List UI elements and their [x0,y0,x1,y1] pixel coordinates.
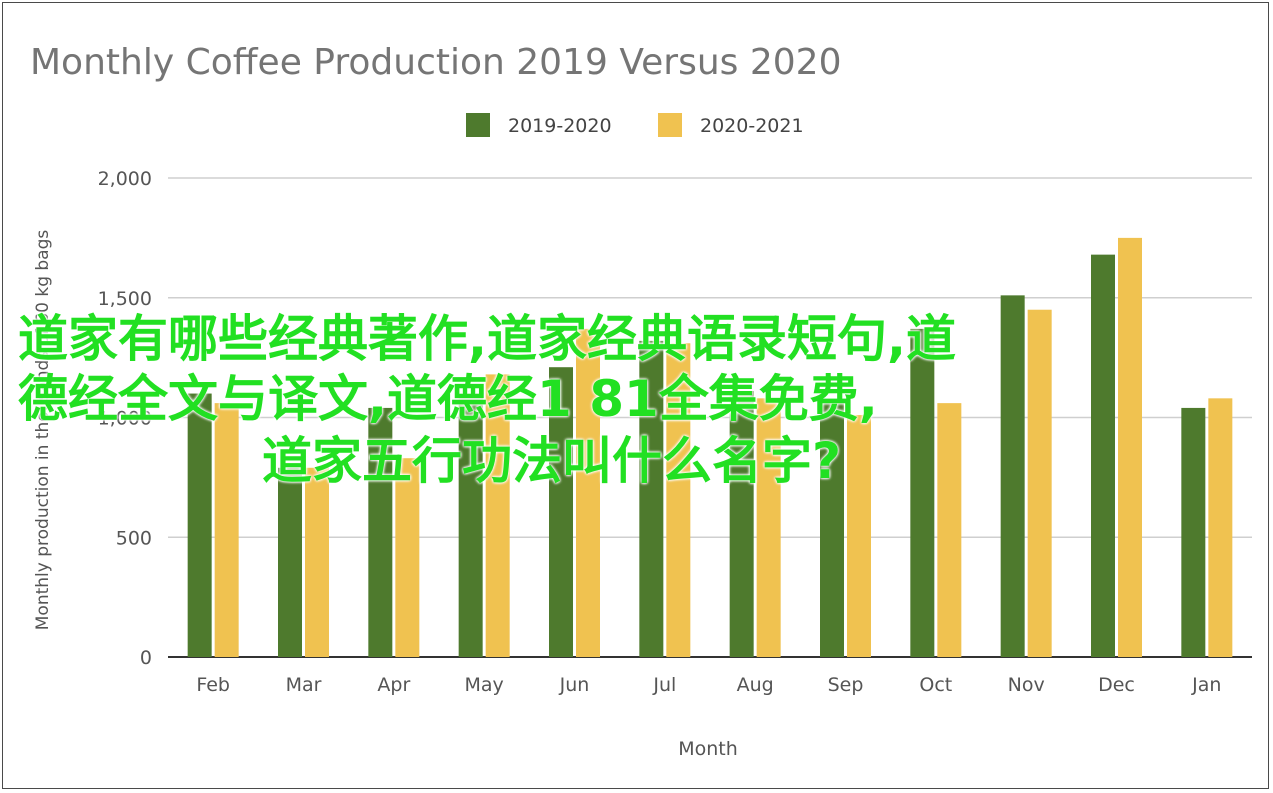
bar-2019-2020-Sep [820,400,844,657]
legend-label: 2020-2021 [700,115,804,137]
y-axis-label: Monthly production in thousands of 60 kg… [33,230,53,631]
overlay-line-3: 道家五行功法叫什么名字? [262,432,842,490]
y-tick-label: 500 [116,527,152,549]
bar-2019-2020-Oct [910,328,935,657]
x-tick-label: Sep [828,674,864,696]
bars [187,237,1233,657]
bar-2019-2020-Jul [639,340,664,657]
legend-swatch [466,113,490,137]
x-tick-labels: Feb Mar Apr May Jun Jul Aug Sep Oct Nov Dec Jan [196,674,1221,696]
x-tick-label: Jun [559,674,590,696]
x-tick-label: Aug [737,674,774,696]
x-tick-label: Oct [919,674,952,696]
x-tick-label: Feb [196,674,230,696]
x-tick-label: Nov [1008,674,1045,696]
bar-2020-2021-Oct [937,403,962,657]
y-tick-label: 2,000 [98,168,152,190]
bar-2020-2021-Nov [1027,309,1052,657]
bar-2019-2020-Mar [278,467,302,657]
overlay-line-2: 德经全文与译文,道德经1 81全集免费, [18,370,878,428]
bar-2019-2020-May [458,393,483,657]
bar-2019-2020-Dec [1091,254,1115,657]
bar-2020-2021-Sep [847,415,871,657]
overlay-line-1: 道家有哪些经典著作,道家经典语录短句,道 [18,310,956,368]
bar-2020-2021-Dec [1118,237,1142,657]
bar-2019-2020-Jan [1181,407,1206,657]
bar-2019-2020-Feb [187,393,212,657]
x-tick-label: Apr [377,674,410,696]
bar-2020-2021-Mar [305,467,329,657]
y-tick-labels: 0 500 1,000 1,500 2,000 [98,168,152,669]
bar-2020-2021-Jan [1208,398,1233,657]
bar-2020-2021-Jun [576,328,600,657]
bar-2020-2021-Aug [756,398,781,657]
legend: 2019-2020 2020-2021 [466,113,804,137]
y-tick-label: 1,500 [98,288,152,310]
gridlines [168,177,1252,658]
bar-2020-2021-Apr [395,458,420,657]
bar-2019-2020-Nov [1000,295,1025,657]
x-axis-label: Month [678,738,738,760]
bar-2019-2020-Jun [549,367,573,657]
x-tick-label: May [465,674,504,696]
legend-swatch [658,113,682,137]
x-tick-label: Mar [286,674,322,696]
x-tick-label: Dec [1098,674,1135,696]
x-tick-label: Jan [1191,674,1221,696]
bar-2020-2021-May [485,374,510,657]
x-tick-label: Jul [652,674,676,696]
chart-title: Monthly Coffee Production 2019 Versus 20… [30,42,842,83]
legend-label: 2019-2020 [508,115,612,137]
bar-2020-2021-Feb [214,403,239,657]
y-tick-label: 0 [140,647,152,669]
bar-2019-2020-Apr [368,407,393,657]
bar-2020-2021-Jul [666,343,691,657]
bar-2019-2020-Aug [729,391,754,657]
y-tick-label: 1,000 [98,408,152,430]
